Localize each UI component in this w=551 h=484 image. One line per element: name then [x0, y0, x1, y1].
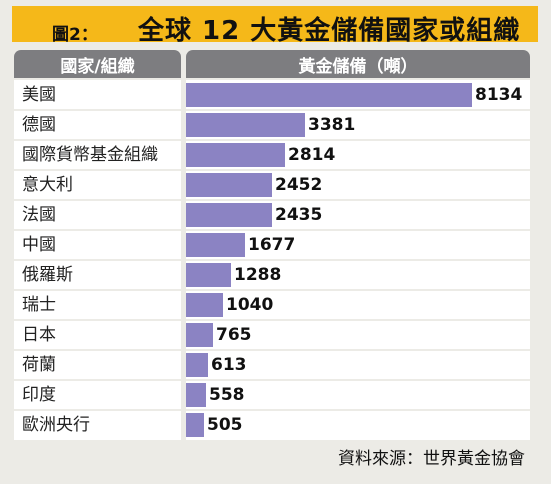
- chart-title: 全球 12 大黃金儲備國家或組織: [138, 16, 521, 46]
- bar: [186, 143, 285, 167]
- category-label: 意大利: [22, 175, 73, 195]
- bar-value-label: 2435: [275, 205, 323, 225]
- bar: [186, 323, 213, 347]
- bar: [186, 83, 472, 107]
- bar-value-label: 8134: [475, 85, 523, 105]
- row-separator: [14, 409, 530, 411]
- bar-value-label: 1040: [226, 295, 274, 315]
- row-separator: [14, 139, 530, 141]
- row-separator: [14, 199, 530, 201]
- bar: [186, 113, 305, 137]
- category-label: 荷蘭: [22, 355, 56, 375]
- category-label: 印度: [22, 385, 56, 405]
- column-header-reserves: 黃金儲備（噸）: [186, 50, 530, 78]
- category-label: 日本: [22, 325, 56, 345]
- bar-value-label: 613: [211, 355, 247, 375]
- row-separator: [14, 109, 530, 111]
- category-label: 美國: [22, 85, 56, 105]
- category-label: 歐洲央行: [22, 415, 90, 435]
- row-separator: [14, 319, 530, 321]
- figure-number: 圖2：: [52, 25, 98, 45]
- row-separator: [14, 259, 530, 261]
- bar-value-label: 505: [207, 415, 243, 435]
- bar: [186, 263, 231, 287]
- bar-value-label: 558: [209, 385, 245, 405]
- category-label: 中國: [22, 235, 56, 255]
- column-header-country: 國家/組織: [14, 50, 181, 78]
- category-label: 俄羅斯: [22, 265, 73, 285]
- bar-value-label: 2814: [288, 145, 336, 165]
- category-label: 德國: [22, 115, 56, 135]
- bar: [186, 173, 272, 197]
- title-bar: 圖2： 全球 12 大黃金儲備國家或組織: [12, 6, 538, 46]
- bar-value-label: 2452: [275, 175, 323, 195]
- bar: [186, 203, 272, 227]
- bar: [186, 233, 245, 257]
- bar-value-label: 765: [216, 325, 252, 345]
- row-separator: [14, 169, 530, 171]
- bar-value-label: 1677: [248, 235, 296, 255]
- category-label: 國際貨幣基金組織: [22, 145, 158, 165]
- row-separator: [14, 349, 530, 351]
- bar: [186, 353, 208, 377]
- source-note: 資料來源：世界黃金協會: [338, 449, 525, 469]
- bar: [186, 413, 204, 437]
- row-separator: [14, 289, 530, 291]
- bar-value-label: 1288: [234, 265, 282, 285]
- bar: [186, 293, 223, 317]
- category-label: 瑞士: [22, 295, 56, 315]
- row-separator: [14, 379, 530, 381]
- bar-value-label: 3381: [308, 115, 356, 135]
- bar: [186, 383, 206, 407]
- row-separator: [14, 229, 530, 231]
- column-divider: [181, 80, 186, 440]
- category-label: 法國: [22, 205, 56, 225]
